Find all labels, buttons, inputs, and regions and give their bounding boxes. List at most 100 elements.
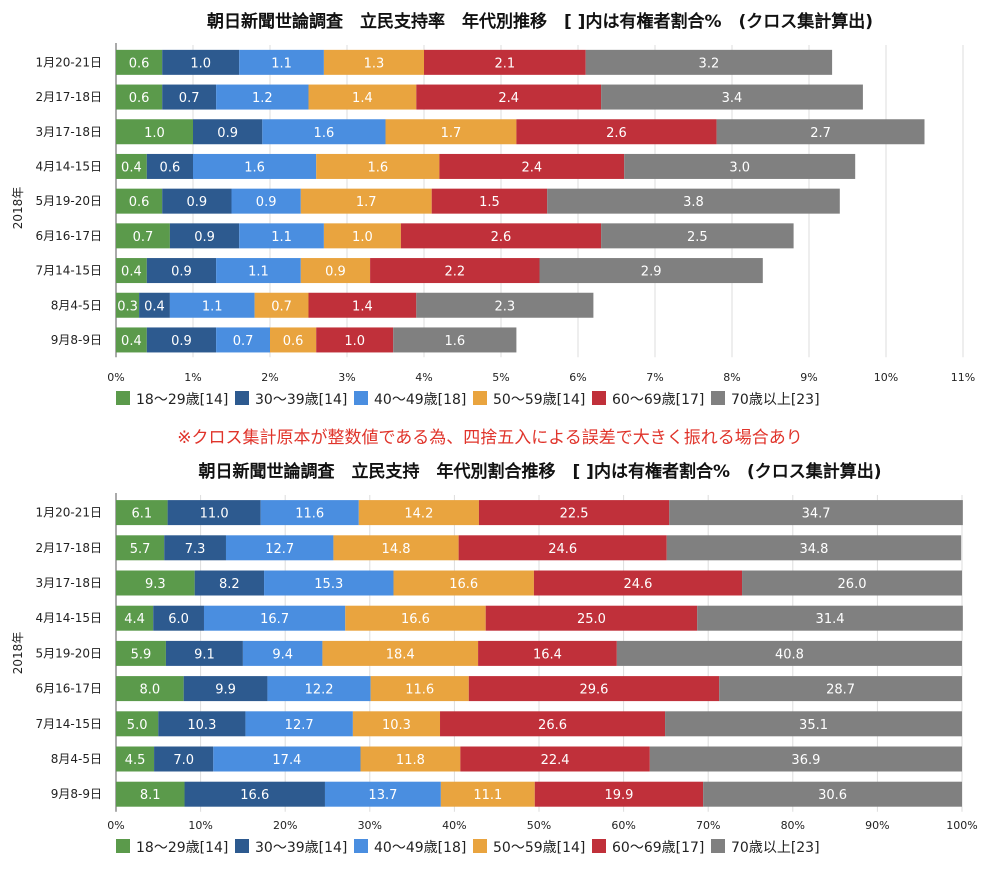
x-tick-label: 90% (865, 819, 889, 832)
bar-segment (703, 781, 962, 807)
data-label: 19.9 (604, 788, 633, 803)
data-label: 25.0 (577, 612, 606, 627)
bar-segment (245, 711, 353, 737)
y-axis-label: 2018年 (11, 632, 25, 675)
legend-label: 50〜59歳[14] (493, 392, 585, 408)
data-label: 40.8 (775, 647, 804, 662)
bar-segment (184, 781, 325, 807)
bar-segment (116, 605, 154, 631)
x-tick-label: 20% (273, 819, 297, 832)
legend-swatch (711, 839, 725, 853)
bar-segment (193, 153, 317, 179)
bar-segment (239, 49, 324, 75)
data-label: 22.4 (541, 753, 570, 768)
bar-segment (225, 535, 334, 561)
bar-segment (116, 223, 170, 249)
data-label: 5.9 (131, 647, 152, 662)
data-label: 17.4 (272, 753, 301, 768)
data-label: 16.4 (533, 647, 562, 662)
bar-segment (424, 49, 586, 75)
data-label: 1.0 (352, 230, 373, 245)
data-label: 7.3 (185, 542, 206, 557)
bar-segment (183, 676, 268, 702)
bar-segment (485, 605, 698, 631)
x-tick-label: 100% (946, 819, 977, 832)
category-label: 5月19-20日 (35, 646, 102, 660)
chart-share-ratio: 朝日新聞世論調査 立民支持 年代別割合推移 [ ]内は有権者割合% (クロス集計… (11, 461, 978, 856)
category-label: 9月8-9日 (51, 787, 102, 801)
bar-segment (333, 535, 459, 561)
data-label: 8.1 (140, 788, 161, 803)
x-tick-label: 4% (415, 371, 432, 384)
data-label: 2.2 (444, 265, 465, 280)
data-label: 18.4 (386, 647, 415, 662)
legend-label: 70歳以上[23] (731, 840, 820, 856)
x-tick-label: 1% (184, 371, 201, 384)
legend-swatch (592, 391, 606, 405)
category-label: 4月14-15日 (35, 611, 102, 625)
bar-segment (478, 500, 670, 526)
x-tick-label: 0% (107, 371, 124, 384)
data-label: 16.6 (401, 612, 430, 627)
category-label: 8月4-5日 (51, 298, 102, 312)
x-tick-label: 8% (723, 371, 740, 384)
bar-segment (167, 500, 261, 526)
bar-segment (116, 188, 163, 214)
data-label: 0.4 (121, 160, 142, 175)
bar-segment (146, 153, 193, 179)
data-label: 31.4 (816, 612, 845, 627)
bar-segment (601, 84, 863, 110)
data-label: 0.6 (129, 56, 150, 71)
bar-segment (154, 746, 214, 772)
data-label: 5.7 (130, 542, 151, 557)
data-label: 36.9 (791, 753, 820, 768)
x-tick-label: 60% (611, 819, 635, 832)
data-label: 14.8 (382, 542, 411, 557)
bar-segment (539, 258, 763, 284)
bar-segment (393, 570, 534, 596)
x-tick-label: 70% (696, 819, 720, 832)
data-label: 1.0 (344, 334, 365, 349)
data-label: 2.6 (491, 230, 512, 245)
bar-segment (116, 781, 185, 807)
legend-swatch (354, 839, 368, 853)
bar-segment (416, 292, 594, 318)
bar-segment (533, 570, 743, 596)
data-label: 11.6 (295, 507, 324, 522)
data-label: 3.0 (729, 160, 750, 175)
data-label: 6.0 (168, 612, 189, 627)
bar-segment (158, 711, 246, 737)
bar-segment (468, 676, 720, 702)
data-label: 12.7 (265, 542, 294, 557)
data-label: 1.6 (244, 160, 265, 175)
category-label: 7月14-15日 (35, 717, 102, 731)
data-label: 1.6 (314, 126, 335, 141)
data-label: 0.9 (194, 230, 215, 245)
bar-segment (439, 153, 625, 179)
data-label: 0.4 (121, 334, 142, 349)
bar-segment (116, 292, 140, 318)
data-label: 10.3 (187, 718, 216, 733)
bar-segment (262, 119, 386, 145)
x-tick-label: 9% (800, 371, 817, 384)
bar-segment (194, 570, 265, 596)
bar-segment (478, 640, 617, 666)
data-label: 0.7 (233, 334, 254, 349)
data-label: 1.3 (364, 56, 385, 71)
bar-segment (169, 292, 255, 318)
data-label: 35.1 (799, 718, 828, 733)
bar-segment (216, 84, 309, 110)
data-label: 0.9 (187, 195, 208, 210)
legend-swatch (711, 391, 725, 405)
legend-label: 40〜49歳[18] (374, 840, 466, 856)
bar-segment (139, 292, 170, 318)
bar-segment (585, 49, 833, 75)
data-label: 24.6 (624, 577, 653, 592)
data-label: 30.6 (818, 788, 847, 803)
legend-swatch (354, 391, 368, 405)
data-label: 34.7 (802, 507, 831, 522)
data-label: 9.4 (272, 647, 293, 662)
bar-segment (316, 153, 440, 179)
data-label: 0.7 (133, 230, 154, 245)
